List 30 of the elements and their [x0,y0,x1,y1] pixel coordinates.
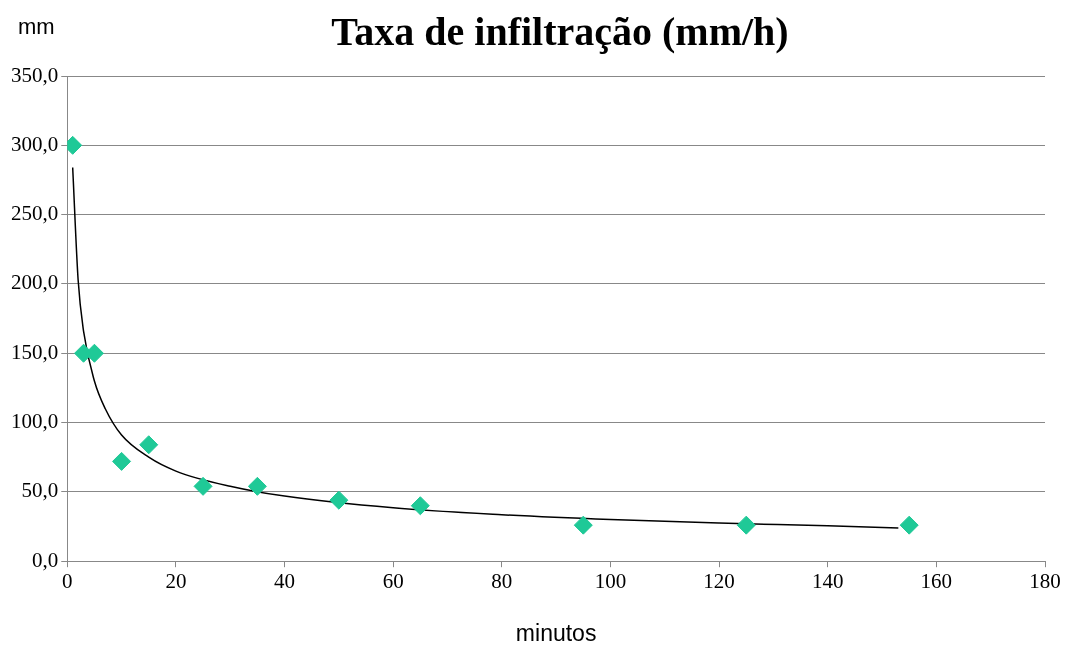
y-tick-label: 200,0 [11,270,59,295]
point [193,476,213,496]
x-tick-label: 140 [811,569,844,594]
x-tick-label: 160 [920,569,953,594]
point [736,515,756,535]
x-tick-label: 180 [1029,569,1061,594]
y-tick-label: 350,0 [11,62,59,87]
y-tick-label: 50,0 [21,478,59,503]
y-axis-title: mm [18,14,55,40]
point [410,496,430,516]
y-tick-label: 150,0 [11,339,59,364]
y-tick-label: 0,0 [32,547,59,572]
x-tick-label: 0 [62,569,73,594]
point [112,451,132,471]
chart-title: Taxa de infiltração (mm/h) [330,8,790,55]
point [573,515,593,535]
y-tick-label: 300,0 [11,131,59,156]
x-axis-title: minutos [515,619,597,646]
point [329,490,349,510]
point [139,435,159,455]
x-tick-label: 20 [165,569,187,594]
x-tick-label: 120 [703,569,735,594]
y-tick-label: 250,0 [11,201,59,226]
y-tick-label: 100,0 [11,409,59,434]
x-tick-label: 60 [382,569,404,594]
point [899,515,919,535]
x-tick-label: 40 [274,569,296,594]
point [247,476,267,496]
x-tick-label: 80 [491,569,513,594]
x-tick-label: 100 [594,569,627,594]
